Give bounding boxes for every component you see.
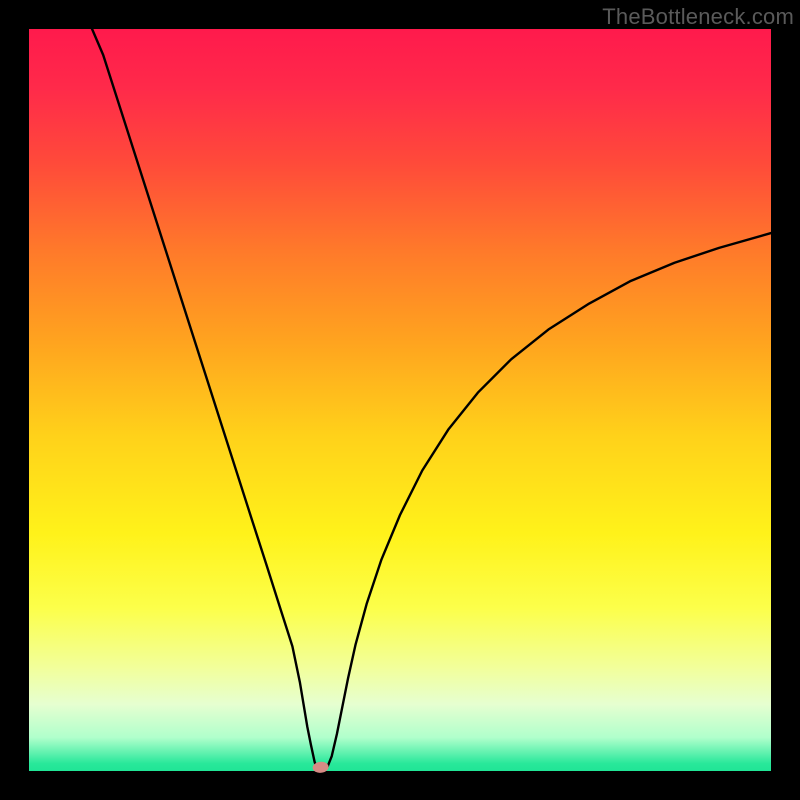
gradient-background [29, 29, 771, 771]
watermark-text: TheBottleneck.com [602, 4, 794, 30]
bottleneck-chart [0, 0, 800, 800]
chart-container: TheBottleneck.com [0, 0, 800, 800]
